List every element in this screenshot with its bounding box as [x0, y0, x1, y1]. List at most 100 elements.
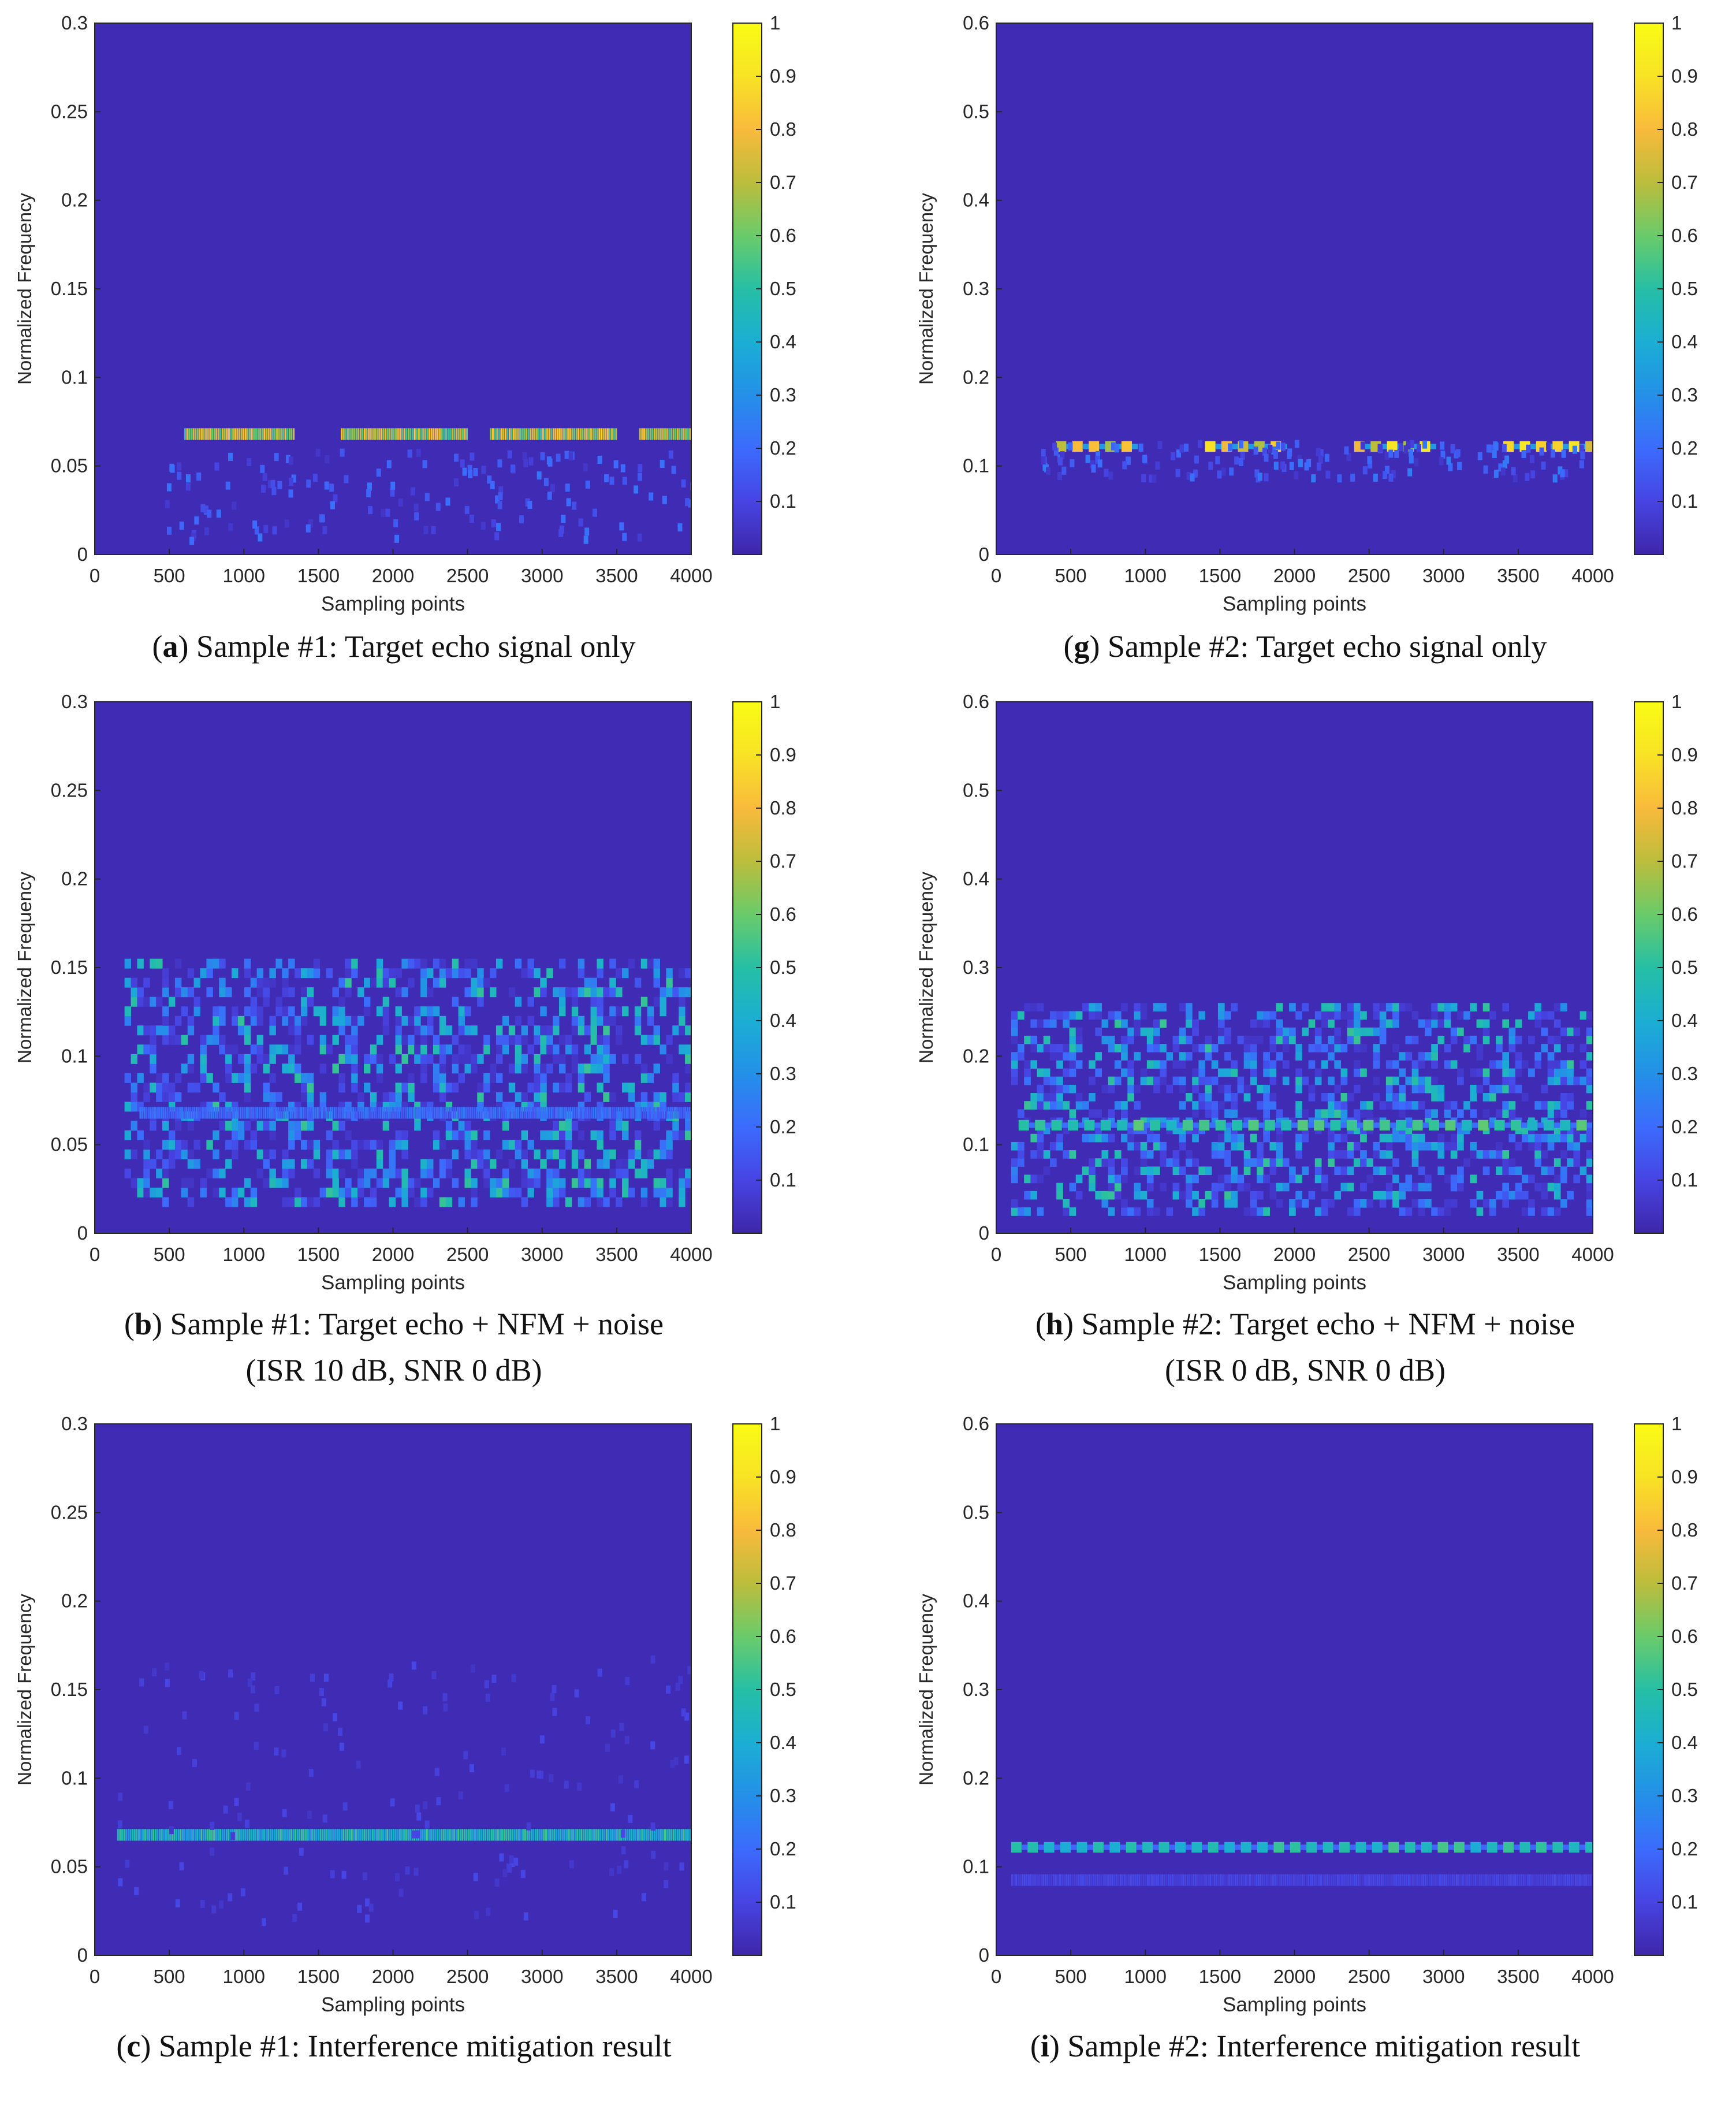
- heatmap-cell: [439, 1197, 446, 1207]
- heatmap-cell: [619, 1723, 624, 1731]
- heatmap-cell: [490, 1107, 492, 1119]
- heatmap-cell: [1411, 1101, 1419, 1110]
- heatmap-cell: [295, 1016, 301, 1026]
- heatmap-cell: [357, 1187, 364, 1197]
- heatmap-cell: [426, 428, 429, 440]
- heatmap-cell: [1586, 1191, 1593, 1200]
- heatmap-cell: [640, 1035, 648, 1045]
- heatmap-cell: [1502, 1874, 1504, 1886]
- heatmap-cell: [131, 1102, 137, 1112]
- heatmap-cell: [398, 1888, 404, 1897]
- heatmap-cell: [605, 1829, 608, 1841]
- heatmap-cell: [1444, 1003, 1451, 1011]
- heatmap-cell: [303, 1829, 305, 1841]
- heatmap-cell: [1534, 1150, 1541, 1159]
- heatmap-cell: [1108, 1109, 1115, 1118]
- heatmap-cell: [1011, 1141, 1018, 1151]
- heatmap-cell: [351, 1159, 358, 1169]
- heatmap-cell: [244, 1107, 246, 1119]
- heatmap-cell: [422, 428, 424, 440]
- heatmap-cell: [1043, 1093, 1050, 1102]
- heatmap-cell: [1397, 1874, 1399, 1886]
- heatmap-cell: [1343, 1874, 1345, 1886]
- heatmap-cell: [177, 462, 182, 471]
- heatmap-cell: [162, 1107, 165, 1119]
- heatmap-cell: [1280, 461, 1286, 470]
- heatmap-cell: [333, 494, 338, 503]
- heatmap-cell: [416, 1812, 422, 1821]
- heatmap-cell: [1194, 1874, 1197, 1886]
- heatmap-cell: [420, 428, 422, 440]
- heatmap-cell: [628, 1149, 635, 1159]
- heatmap-cell: [187, 1121, 195, 1131]
- heatmap-cell: [1243, 1150, 1251, 1159]
- heatmap-cell: [1560, 1109, 1567, 1118]
- heatmap-cell: [1508, 1109, 1516, 1118]
- heatmap-cell: [156, 1025, 163, 1036]
- heatmap-cell: [1482, 1019, 1490, 1028]
- heatmap-cell: [562, 428, 565, 440]
- heatmap-cell: [1531, 1874, 1533, 1886]
- heatmap-cell: [1284, 1844, 1290, 1850]
- heatmap-cell: [1189, 1874, 1191, 1886]
- heatmap-cell: [550, 1693, 555, 1701]
- heatmap-cell: [244, 428, 247, 440]
- heatmap-cell: [389, 1149, 396, 1159]
- heatmap-cell: [131, 1149, 137, 1159]
- heatmap-cell: [547, 1829, 549, 1841]
- heatmap-cell: [1024, 1191, 1031, 1200]
- heatmap-cell: [1109, 1842, 1120, 1853]
- heatmap-cell: [477, 1159, 484, 1169]
- heatmap-cell: [1311, 474, 1316, 483]
- heatmap-cell: [408, 1178, 415, 1188]
- heatmap-cell: [651, 1829, 654, 1841]
- heatmap-cell: [253, 428, 255, 440]
- heatmap-cell: [640, 1197, 648, 1207]
- heatmap-cell: [1508, 1166, 1516, 1176]
- heatmap-cell: [1437, 1093, 1445, 1102]
- heatmap-cell: [1541, 462, 1546, 470]
- heatmap-cell: [152, 1829, 155, 1841]
- heatmap-cell: [1067, 1874, 1070, 1886]
- heatmap-cell: [579, 428, 582, 440]
- heatmap-cell: [219, 1035, 226, 1045]
- heatmap-cell: [477, 1092, 484, 1102]
- heatmap-cell: [1056, 1133, 1063, 1143]
- heatmap-cell: [1049, 1158, 1057, 1167]
- heatmap-cell: [1561, 449, 1566, 458]
- heatmap-cell: [1127, 1068, 1134, 1077]
- heatmap-cell: [573, 1107, 576, 1119]
- heatmap-cell: [1573, 1158, 1581, 1167]
- heatmap-cell: [616, 1168, 623, 1178]
- heatmap-cell: [1539, 1874, 1541, 1886]
- heatmap-cell: [282, 1829, 284, 1841]
- heatmap-cell: [1134, 1003, 1141, 1011]
- heatmap-cell: [1492, 450, 1497, 459]
- heatmap-cell: [521, 1035, 528, 1045]
- heatmap-cell: [665, 1107, 668, 1119]
- heatmap-cell: [515, 958, 522, 969]
- heatmap-cell: [1425, 1076, 1432, 1085]
- heatmap-cell: [244, 1197, 251, 1207]
- x-tick-label: 500: [154, 565, 185, 586]
- heatmap-cell: [1230, 1874, 1232, 1886]
- heatmap-cell: [1095, 1011, 1102, 1020]
- heatmap-cell: [1454, 1874, 1456, 1886]
- heatmap-cell: [597, 1044, 603, 1055]
- heatmap-cell: [1384, 1874, 1387, 1886]
- heatmap-cell: [1044, 1842, 1055, 1853]
- heatmap-cell: [1269, 1191, 1277, 1200]
- heatmap-cell: [1101, 1150, 1109, 1159]
- heatmap-cell: [1237, 1035, 1245, 1044]
- heatmap-cell: [1248, 444, 1254, 449]
- heatmap-cell: [382, 1016, 390, 1026]
- heatmap-cell: [117, 1829, 119, 1841]
- heatmap-cell: [679, 1025, 686, 1036]
- heatmap-cell: [229, 1107, 232, 1119]
- y-tick-label: 0: [77, 1222, 88, 1244]
- heatmap-cell: [319, 1044, 327, 1055]
- heatmap-cell: [1585, 1874, 1588, 1886]
- heatmap-cell: [513, 1857, 519, 1866]
- colorbar-tick-label: 1: [770, 1413, 780, 1434]
- heatmap-cell: [1477, 452, 1482, 460]
